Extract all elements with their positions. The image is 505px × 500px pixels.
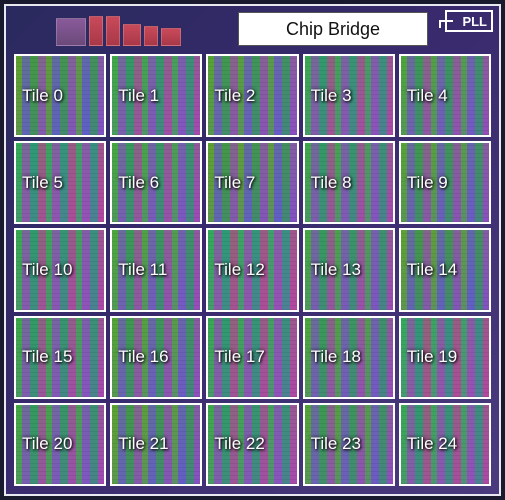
- tile: Tile 24: [399, 403, 491, 486]
- macro-block: [106, 16, 120, 46]
- tile-label: Tile 20: [22, 434, 72, 454]
- tile: Tile 9: [399, 141, 491, 224]
- tile: Tile 16: [110, 316, 202, 399]
- tile-label: Tile 22: [214, 434, 264, 454]
- tile-label: Tile 18: [311, 347, 361, 367]
- tile: Tile 7: [206, 141, 298, 224]
- tile: Tile 13: [303, 228, 395, 311]
- tile-label: Tile 24: [407, 434, 457, 454]
- tile: Tile 14: [399, 228, 491, 311]
- pll-label: PLL: [462, 14, 487, 29]
- tile: Tile 18: [303, 316, 395, 399]
- tile-label: Tile 5: [22, 173, 63, 193]
- tile-label: Tile 7: [214, 173, 255, 193]
- tile: Tile 23: [303, 403, 395, 486]
- macro-block: [56, 18, 86, 46]
- tile: Tile 3: [303, 54, 395, 137]
- macro-block: [123, 24, 141, 46]
- tile: Tile 8: [303, 141, 395, 224]
- tile-label: Tile 9: [407, 173, 448, 193]
- tile: Tile 12: [206, 228, 298, 311]
- tile-label: Tile 0: [22, 86, 63, 106]
- tile-label: Tile 21: [118, 434, 168, 454]
- tile-label: Tile 23: [311, 434, 361, 454]
- tile-label: Tile 4: [407, 86, 448, 106]
- tile: Tile 10: [14, 228, 106, 311]
- tile-label: Tile 13: [311, 260, 361, 280]
- tile-label: Tile 2: [214, 86, 255, 106]
- top-strip: Chip Bridge PLL: [6, 6, 499, 54]
- tile: Tile 21: [110, 403, 202, 486]
- tile: Tile 15: [14, 316, 106, 399]
- tile-label: Tile 1: [118, 86, 159, 106]
- tile-label: Tile 10: [22, 260, 72, 280]
- macro-block: [89, 16, 103, 46]
- tile: Tile 19: [399, 316, 491, 399]
- tile: Tile 22: [206, 403, 298, 486]
- tile: Tile 20: [14, 403, 106, 486]
- tile: Tile 2: [206, 54, 298, 137]
- tile: Tile 11: [110, 228, 202, 311]
- tile-label: Tile 6: [118, 173, 159, 193]
- tile-label: Tile 14: [407, 260, 457, 280]
- tile: Tile 17: [206, 316, 298, 399]
- tile-label: Tile 15: [22, 347, 72, 367]
- tile: Tile 4: [399, 54, 491, 137]
- tile-label: Tile 12: [214, 260, 264, 280]
- chip-die: Chip Bridge PLL Tile 0 Tile 1 Tile 2 Tile 3…: [4, 4, 501, 496]
- tile-label: Tile 11: [118, 260, 167, 280]
- tile: Tile 5: [14, 141, 106, 224]
- macro-block: [161, 28, 181, 46]
- macro-block: [144, 26, 158, 46]
- tile-label: Tile 3: [311, 86, 352, 106]
- tile-label: Tile 8: [311, 173, 352, 193]
- tile: Tile 0: [14, 54, 106, 137]
- pll-block: PLL: [445, 10, 493, 32]
- chip-bridge-label: Chip Bridge: [238, 12, 428, 46]
- tile-label: Tile 16: [118, 347, 168, 367]
- tile-label: Tile 17: [214, 347, 264, 367]
- tile: Tile 6: [110, 141, 202, 224]
- tile-label: Tile 19: [407, 347, 457, 367]
- tile: Tile 1: [110, 54, 202, 137]
- tile-grid: Tile 0 Tile 1 Tile 2 Tile 3 Tile 4 Tile 5 Tile…: [14, 54, 491, 486]
- macro-block-region: [56, 12, 206, 46]
